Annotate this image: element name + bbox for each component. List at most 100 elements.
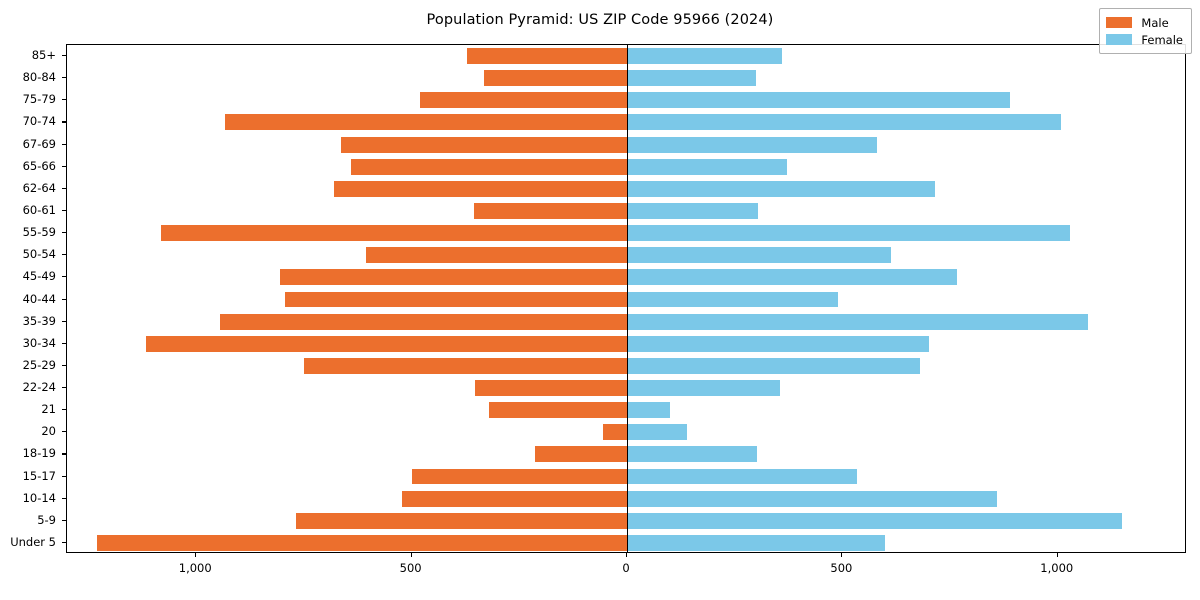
x-tick-mark <box>626 553 628 557</box>
bar-female <box>627 402 671 419</box>
bar-male <box>535 446 627 463</box>
y-tick-mark <box>62 165 66 167</box>
y-tick-mark <box>62 431 66 433</box>
y-tick-label: 67-69 <box>22 136 56 151</box>
bar-male <box>341 136 627 153</box>
bar-male <box>419 92 627 109</box>
bar-female <box>627 225 1070 242</box>
bar-female <box>627 335 929 352</box>
y-tick-mark <box>62 497 66 499</box>
bar-female <box>627 136 877 153</box>
y-tick-mark <box>62 298 66 300</box>
y-tick-mark <box>62 475 66 477</box>
y-tick-label: 80-84 <box>22 70 56 85</box>
x-tick-mark <box>1056 553 1058 557</box>
y-tick-label: 10-14 <box>22 490 56 505</box>
y-tick-mark <box>62 387 66 389</box>
bar-male <box>365 247 627 264</box>
bar-female <box>627 114 1062 131</box>
x-tick-label: 500 <box>399 561 422 575</box>
bar-male <box>351 158 627 175</box>
y-tick-label: 55-59 <box>22 225 56 240</box>
bar-row <box>67 490 1185 507</box>
bar-male <box>334 180 627 197</box>
bar-row <box>67 313 1185 330</box>
x-tick-mark <box>195 553 197 557</box>
bar-male <box>224 114 627 131</box>
bar-female <box>627 92 1011 109</box>
y-tick-label: 35-39 <box>22 313 56 328</box>
y-tick-mark <box>62 99 66 101</box>
bar-row <box>67 534 1185 551</box>
y-tick-label: 65-66 <box>22 158 56 173</box>
y-tick-mark <box>62 121 66 123</box>
y-tick-mark <box>62 320 66 322</box>
y-tick-mark <box>62 342 66 344</box>
bar-row <box>67 136 1185 153</box>
bar-row <box>67 446 1185 463</box>
y-tick-label: 45-49 <box>22 269 56 284</box>
y-tick-label: 15-17 <box>22 468 56 483</box>
y-tick-label: 5-9 <box>37 512 56 527</box>
bar-row <box>67 92 1185 109</box>
bar-row <box>67 48 1185 65</box>
bar-female <box>627 180 935 197</box>
bar-male <box>279 269 627 286</box>
bar-female <box>627 48 783 65</box>
bar-row <box>67 380 1185 396</box>
bar-male <box>145 335 627 352</box>
y-tick-mark <box>62 364 66 366</box>
bar-female <box>627 313 1088 330</box>
bar-male <box>489 402 627 419</box>
bar-female <box>627 424 688 441</box>
y-tick-label: 25-29 <box>22 357 56 372</box>
bar-row <box>67 335 1185 352</box>
legend-swatch-icon <box>1106 17 1133 28</box>
bar-row <box>67 512 1185 529</box>
bar-row <box>67 468 1185 485</box>
bar-row <box>67 357 1185 374</box>
x-tick-mark <box>841 553 843 557</box>
bar-male <box>401 490 627 507</box>
bar-male <box>412 468 627 485</box>
y-tick-mark <box>62 209 66 212</box>
bar-row <box>67 247 1185 264</box>
bar-row <box>67 203 1185 219</box>
bars-layer <box>67 45 1185 552</box>
x-tick-label: 0 <box>622 561 630 575</box>
bar-female <box>627 512 1123 529</box>
y-tick-mark <box>62 541 66 544</box>
bar-male <box>474 380 627 396</box>
legend: Male Female <box>1099 8 1192 54</box>
y-tick-label: 22-24 <box>22 380 56 395</box>
legend-entry-female[interactable]: Female <box>1106 31 1183 48</box>
legend-entry-male[interactable]: Male <box>1106 14 1183 31</box>
chart-title: Population Pyramid: US ZIP Code 95966 (2… <box>426 12 774 28</box>
y-tick-label: 75-79 <box>22 92 56 107</box>
y-tick-label: 60-61 <box>22 202 56 217</box>
bar-row <box>67 158 1185 175</box>
bar-row <box>67 114 1185 131</box>
y-tick-label: 40-44 <box>22 291 56 306</box>
zero-reference-line <box>627 45 629 552</box>
bar-female <box>627 70 756 87</box>
bar-male <box>160 225 627 242</box>
y-tick-label: 21 <box>41 402 56 417</box>
bar-male <box>483 70 627 87</box>
bar-male <box>295 512 627 529</box>
bar-female <box>627 203 759 219</box>
x-axis: 1,000 500 0 500 1,000 <box>66 553 1186 593</box>
legend-label: Female <box>1141 32 1183 47</box>
bar-female <box>627 446 757 463</box>
y-tick-mark <box>62 55 66 57</box>
x-tick-mark <box>410 553 412 557</box>
bar-male <box>602 424 627 441</box>
bar-row <box>67 269 1185 286</box>
bar-row <box>67 180 1185 197</box>
bar-female <box>627 490 998 507</box>
y-tick-mark <box>62 276 66 278</box>
x-tick-label: 1,000 <box>1040 561 1074 575</box>
y-tick-mark <box>62 77 66 79</box>
legend-swatch-icon <box>1106 34 1133 45</box>
